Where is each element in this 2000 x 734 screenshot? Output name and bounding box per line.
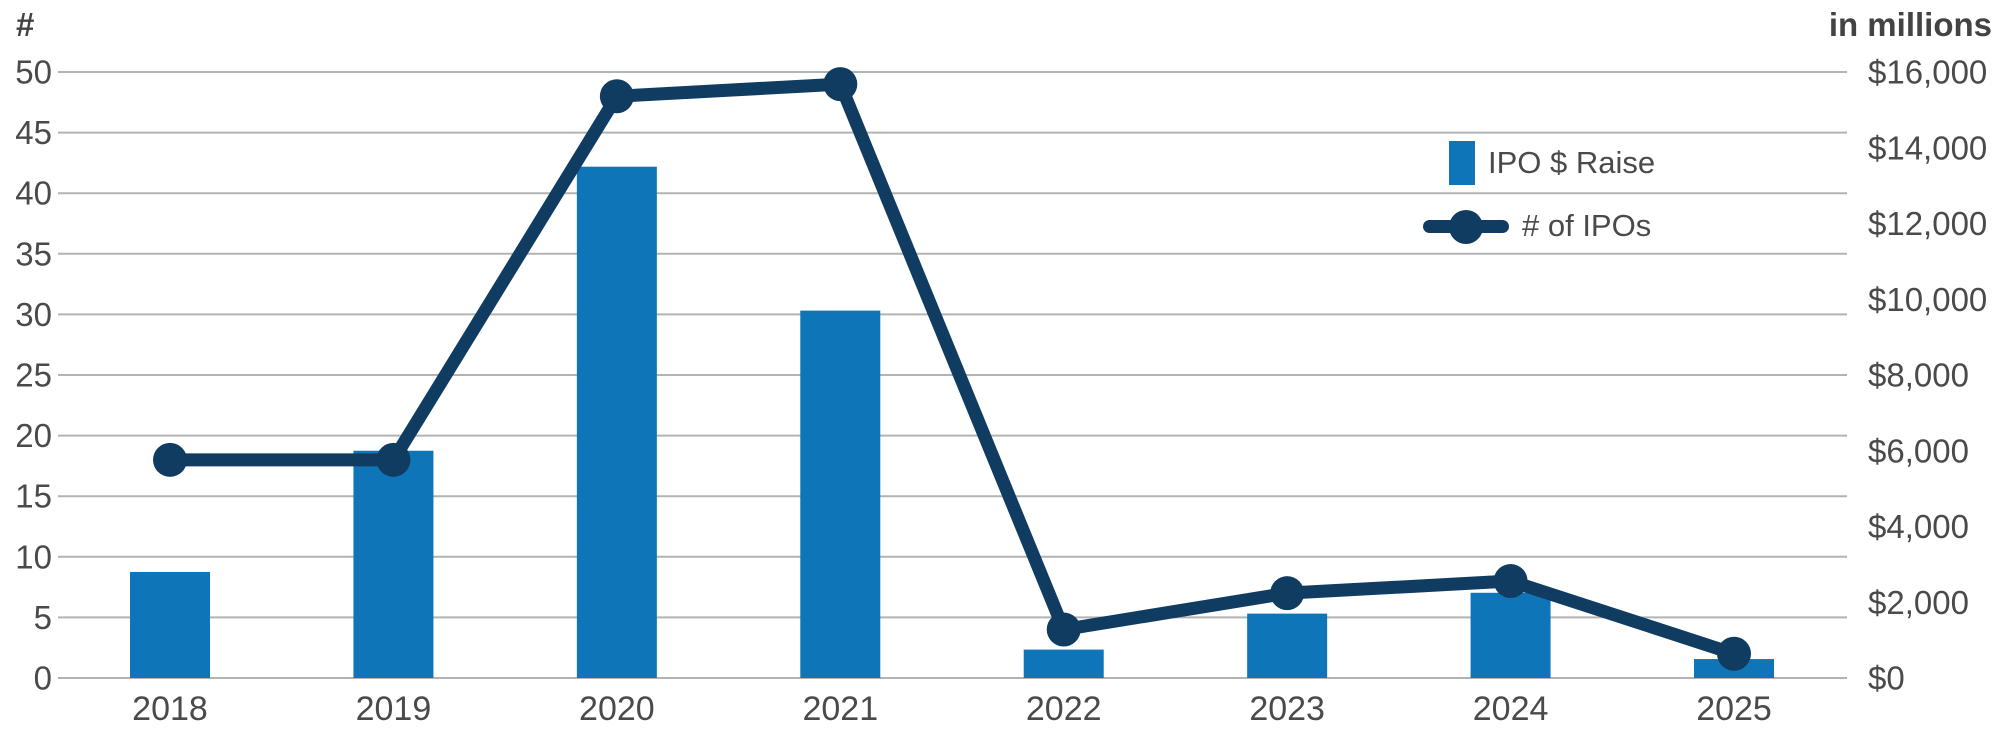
y-axis-right-tick-label: $12,000 — [1868, 205, 1987, 242]
line-point-2019 — [376, 442, 411, 477]
y-axis-left-tick-label: 5 — [34, 599, 52, 636]
x-axis-tick-label: 2023 — [1249, 690, 1325, 728]
y-axis-left-tick-label: 15 — [15, 478, 52, 515]
legend-line-swatch-icon — [1423, 209, 1509, 244]
y-axis-left-tick-label: 25 — [15, 357, 52, 394]
y-axis-left-tick-label: 45 — [15, 114, 52, 151]
y-axis-left-tick-label: 35 — [15, 235, 52, 272]
legend-bar-swatch-icon — [1449, 141, 1475, 185]
left-axis-unit-label: # — [16, 6, 35, 43]
legend-label-ipo-raise: IPO $ Raise — [1488, 145, 1656, 180]
bar-2018 — [130, 571, 210, 678]
y-axis-left-tick-label: 0 — [34, 660, 52, 697]
x-axis-tick-label: 2018 — [132, 690, 208, 728]
line-series — [170, 77, 1737, 660]
y-axis-left-tick-label: 40 — [15, 175, 52, 212]
legend-label-num-ipos: # of IPOs — [1522, 208, 1652, 243]
y-axis-left-tick-label: 50 — [15, 54, 52, 91]
y-axis-right-tick-label: $8,000 — [1868, 357, 1969, 394]
right-axis-unit-label: in millions — [1828, 6, 1992, 43]
y-axis-right-tick-label: $4,000 — [1868, 508, 1969, 545]
legend-line-dot-icon — [1449, 209, 1483, 244]
bar-2020 — [576, 166, 657, 678]
y-axis-left-tick-label: 30 — [15, 296, 52, 333]
y-axis-right-tick-label: $6,000 — [1868, 432, 1969, 469]
legend: IPO $ Raise # of IPOs — [1423, 140, 1655, 249]
x-axis-tick-label: 2025 — [1696, 690, 1772, 728]
y-axis-right-tick-label: $2,000 — [1868, 584, 1969, 621]
legend-item-ipo-raise: IPO $ Raise — [1449, 140, 1655, 186]
y-axis-left-tick-label: 20 — [15, 417, 52, 454]
y-axis-right-tick-label: $16,000 — [1868, 54, 1987, 91]
y-axis-right-tick-label: $10,000 — [1868, 281, 1987, 318]
line-point-2018 — [153, 442, 187, 477]
x-axis-tick-label: 2020 — [579, 690, 655, 728]
line-point-2020 — [599, 79, 634, 114]
x-axis-tick-label: 2021 — [802, 690, 878, 728]
bar-2021 — [800, 310, 881, 678]
line-point-2021 — [823, 67, 858, 102]
bar-2022 — [1023, 649, 1104, 678]
y-axis-right-tick-label: $0 — [1868, 660, 1905, 697]
line-point-2023 — [1270, 576, 1305, 611]
x-axis-tick-label: 2022 — [1026, 690, 1102, 728]
line-point-2024 — [1493, 564, 1528, 599]
line-point-2025 — [1717, 636, 1752, 671]
line-point-2022 — [1046, 612, 1081, 647]
legend-item-num-ipos: # of IPOs — [1423, 203, 1655, 249]
y-axis-right-tick-label: $14,000 — [1868, 129, 1987, 166]
bar-2023 — [1247, 613, 1328, 678]
y-axis-left-tick-label: 10 — [15, 538, 52, 575]
x-axis-tick-label: 2024 — [1473, 690, 1549, 728]
bar-2019 — [353, 450, 434, 678]
x-axis-tick-label: 2019 — [356, 690, 432, 728]
bar-2024 — [1470, 592, 1551, 678]
